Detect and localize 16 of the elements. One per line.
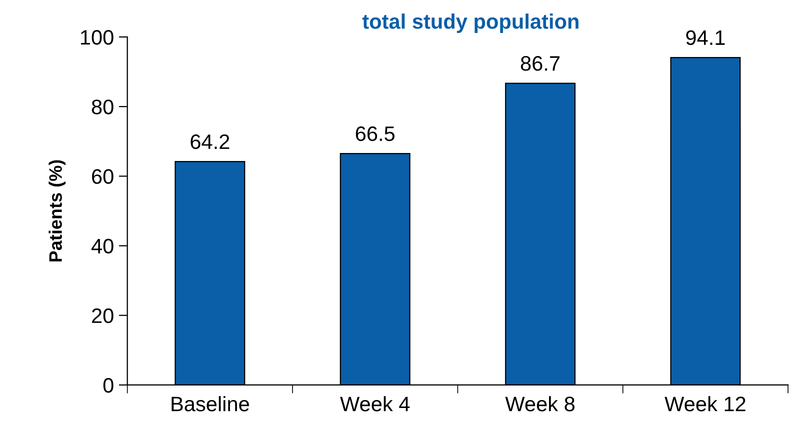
x-tick-label: Week 8 — [505, 396, 575, 412]
y-axis-title: Patients (%) — [48, 160, 66, 262]
chart-title: total study population — [362, 14, 578, 33]
y-tick-label: 100 — [81, 30, 114, 45]
y-tick-label: 60 — [92, 169, 114, 184]
x-tick-label: Week 4 — [340, 396, 410, 412]
data-label: 94.1 — [686, 30, 725, 46]
y-tick-label: 80 — [92, 100, 114, 114]
x-tick-label: Week 12 — [664, 396, 746, 412]
data-label: 66.5 — [356, 126, 395, 142]
x-tick-label: Baseline — [172, 396, 249, 412]
y-tick-label: 20 — [92, 308, 114, 324]
data-label: 86.7 — [520, 56, 560, 71]
y-tick-label: 0 — [103, 378, 114, 393]
y-tick-label: 40 — [91, 238, 114, 254]
data-label: 64.2 — [190, 134, 230, 150]
